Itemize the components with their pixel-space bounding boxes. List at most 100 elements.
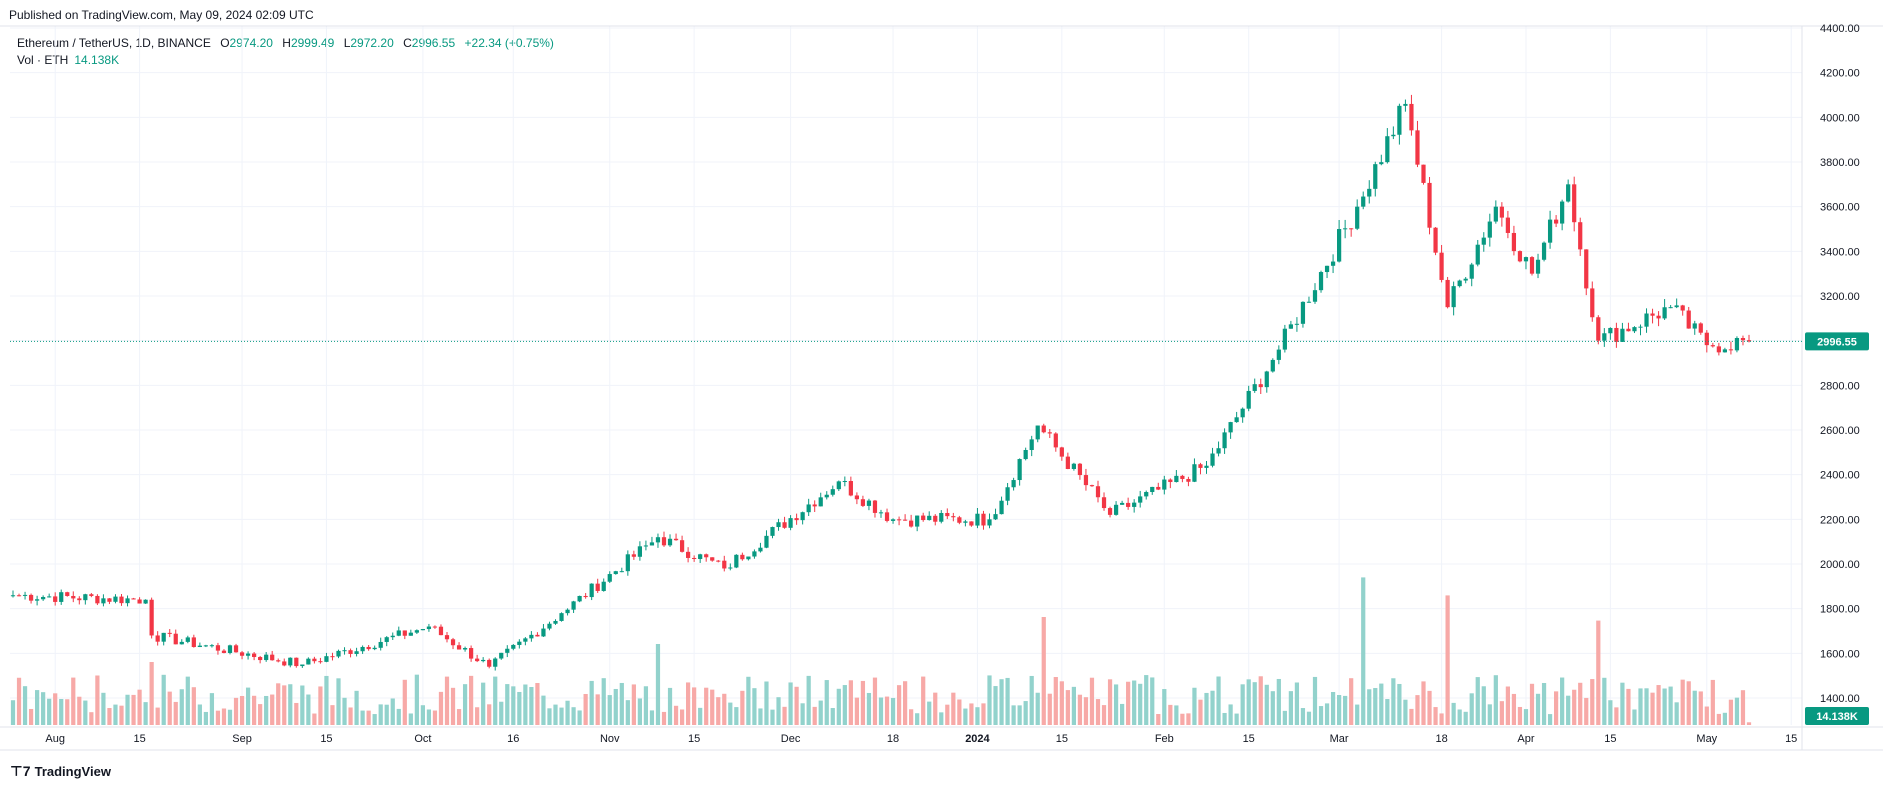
candle-body [764, 535, 769, 548]
candle-body [1421, 164, 1426, 183]
candle-body [89, 594, 94, 596]
candle-body [1511, 232, 1517, 252]
volume-bar [704, 687, 709, 725]
candle-body [1324, 265, 1330, 273]
candle-body [113, 596, 118, 602]
candle-body [396, 630, 401, 636]
volume-bar [282, 685, 287, 725]
candle-body [125, 598, 130, 604]
volume-bar [661, 711, 667, 725]
time-tick-label: Feb [1155, 733, 1174, 745]
candle-body [649, 542, 655, 546]
volume-bar [541, 695, 546, 725]
candle-body [1059, 447, 1064, 457]
candle-body [191, 637, 196, 648]
candle-body [1656, 315, 1661, 319]
volume-bar [734, 707, 739, 725]
volume-bar [1517, 706, 1523, 725]
volume-bar [294, 702, 299, 725]
tradingview-brand[interactable]: ⊤7 TradingView [10, 763, 111, 780]
candle-body [1005, 487, 1010, 501]
candle-body [294, 657, 299, 667]
candle-body [161, 632, 166, 642]
volume-bar [812, 706, 817, 725]
candle-body [1620, 328, 1625, 342]
candle-body [607, 574, 612, 582]
volume-bar [1722, 712, 1727, 725]
volume-bar [728, 702, 733, 725]
candle-body [1089, 485, 1095, 487]
candle-body [601, 581, 606, 591]
volume-bar [1746, 722, 1752, 725]
candle-body [173, 633, 178, 645]
volume-bar [185, 676, 190, 725]
candle-body [227, 645, 233, 653]
candle-body [276, 660, 281, 662]
volume-bar [1053, 677, 1058, 725]
candle-body [239, 652, 245, 656]
volume-bar [354, 690, 359, 725]
volume-bar [499, 701, 504, 725]
candle-body [1204, 465, 1209, 468]
candle-body [402, 630, 407, 636]
volume-bar [1186, 713, 1191, 725]
volume-bar [571, 707, 576, 725]
candle-body [776, 522, 781, 528]
volume-bar [679, 709, 685, 725]
volume-bar [963, 708, 968, 725]
candle-body [505, 648, 510, 653]
volume-bar [1650, 692, 1655, 725]
candle-body [884, 512, 890, 521]
volume-bar [28, 708, 34, 725]
candle-body [1427, 182, 1432, 228]
volume-bar [860, 680, 866, 725]
volume-bar [1602, 677, 1607, 725]
volume-bar [41, 692, 46, 725]
candle-body [1517, 251, 1523, 262]
volume-bar [1107, 679, 1113, 725]
volume-bar [1457, 709, 1462, 725]
volume-bar [1499, 701, 1504, 725]
volume-bar [1174, 705, 1179, 725]
candle-body [1385, 136, 1390, 163]
volume-bar [1704, 706, 1709, 725]
volume-bar [77, 696, 82, 725]
volume-bar [1535, 693, 1541, 725]
volume-bar [848, 680, 853, 725]
volume-bar [59, 698, 64, 725]
volume-bar [1614, 707, 1619, 725]
candle-body [1240, 408, 1245, 418]
candle-body [734, 554, 739, 568]
candle-body [1343, 228, 1348, 230]
candle-body [903, 519, 908, 521]
candle-body [1192, 464, 1197, 482]
volume-bar [655, 644, 661, 725]
candle-body [450, 639, 456, 646]
volume-bar [1409, 708, 1414, 725]
candle-body [1499, 206, 1504, 218]
candle-body [1541, 242, 1547, 260]
volume-bar [348, 707, 353, 725]
candle-body [35, 599, 40, 601]
candle-body [1246, 390, 1251, 409]
candle-body [896, 519, 902, 521]
candle-body [535, 634, 540, 637]
volume-bar [1252, 682, 1257, 725]
candle-body [511, 644, 516, 649]
time-tick-label: 15 [688, 733, 700, 745]
candle-body [1614, 327, 1619, 342]
volume-bar [1710, 679, 1715, 725]
volume-bar [1415, 695, 1420, 725]
volume-bar [1306, 711, 1312, 725]
volume-bar [149, 662, 154, 725]
volume-bar [197, 704, 202, 725]
candle-body [577, 595, 582, 602]
price-tick-label: 1600.00 [1820, 648, 1860, 660]
candle-body [1602, 333, 1607, 341]
volume-bar [318, 686, 323, 725]
symbol-title[interactable]: Ethereum / TetherUS, 1D, BINANCE [17, 36, 211, 50]
volume-bar [469, 675, 474, 725]
candle-body [1126, 502, 1131, 507]
candle-body [746, 556, 751, 560]
